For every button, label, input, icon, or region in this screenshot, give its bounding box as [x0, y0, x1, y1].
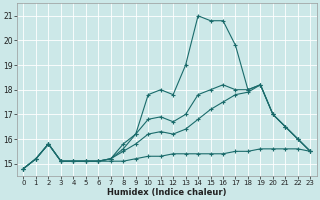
- X-axis label: Humidex (Indice chaleur): Humidex (Indice chaleur): [107, 188, 227, 197]
